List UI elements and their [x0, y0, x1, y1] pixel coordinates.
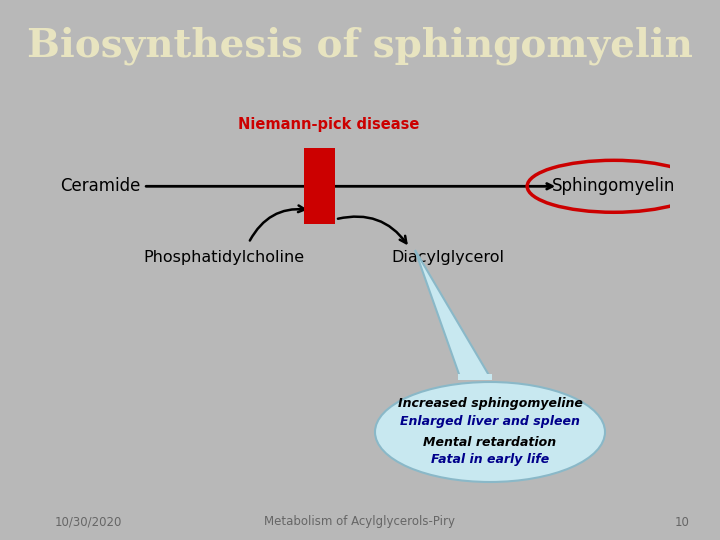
- Text: Sphingomyelin: Sphingomyelin: [552, 177, 675, 195]
- Text: Mental retardation: Mental retardation: [423, 435, 557, 449]
- Text: Ceramide: Ceramide: [60, 177, 140, 195]
- Text: Niemann-pick disease: Niemann-pick disease: [238, 117, 420, 132]
- Text: Phosphatidylcholine: Phosphatidylcholine: [143, 249, 305, 265]
- FancyArrowPatch shape: [250, 206, 305, 240]
- Polygon shape: [415, 250, 490, 377]
- FancyArrowPatch shape: [338, 217, 406, 243]
- Text: Metabolism of Acylglycerols-Piry: Metabolism of Acylglycerols-Piry: [264, 516, 456, 529]
- Text: 10/30/2020: 10/30/2020: [55, 516, 122, 529]
- Text: Diacylglycerol: Diacylglycerol: [391, 249, 504, 265]
- Polygon shape: [458, 374, 492, 380]
- Text: Biosynthesis of sphingomyelin: Biosynthesis of sphingomyelin: [27, 26, 693, 65]
- Bar: [305, 148, 336, 224]
- Text: Enlarged liver and spleen: Enlarged liver and spleen: [400, 415, 580, 429]
- Text: Fatal in early life: Fatal in early life: [431, 454, 549, 467]
- Text: 10: 10: [675, 516, 690, 529]
- Ellipse shape: [375, 382, 605, 482]
- Text: Increased sphingomyeline: Increased sphingomyeline: [397, 397, 582, 410]
